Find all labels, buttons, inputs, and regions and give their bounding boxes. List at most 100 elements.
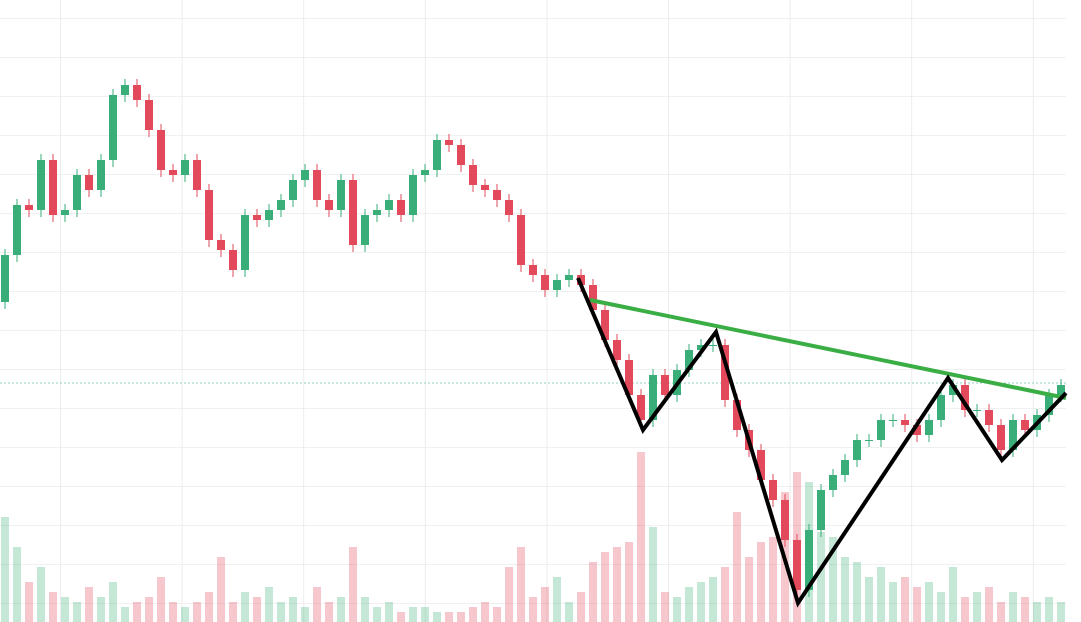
volume-bar <box>913 587 921 622</box>
candle-body <box>517 215 525 265</box>
volume-bar <box>745 557 753 622</box>
candle-body <box>481 185 489 190</box>
volume-bar <box>577 592 585 622</box>
volume-bar <box>97 597 105 622</box>
volume-bar <box>733 512 741 622</box>
volume-layer <box>1 452 1065 622</box>
volume-bar <box>181 607 189 622</box>
candle-body <box>241 215 249 270</box>
volume-bar <box>529 597 537 622</box>
candle-body <box>85 175 93 190</box>
pattern-zigzag <box>576 277 1068 608</box>
volume-bar <box>289 597 297 622</box>
volume-bar <box>217 557 225 622</box>
volume-bar <box>1033 602 1041 622</box>
candle-body <box>409 175 417 215</box>
volume-bar <box>901 577 909 622</box>
candle-body <box>841 460 849 475</box>
candle-body <box>877 420 885 440</box>
volume-bar <box>865 577 873 622</box>
candle-body <box>1045 395 1053 415</box>
volume-bar <box>1009 592 1017 622</box>
volume-bar <box>445 612 453 622</box>
volume-bar <box>649 527 657 622</box>
volume-bar <box>385 602 393 622</box>
volume-bar <box>853 562 861 622</box>
candle-body <box>505 200 513 215</box>
candle-body <box>205 190 213 240</box>
candle-body <box>1009 420 1017 450</box>
candle-body <box>313 170 321 200</box>
volume-bar <box>841 557 849 622</box>
candle-body <box>385 200 393 210</box>
volume-bar <box>541 587 549 622</box>
volume-bar <box>109 582 117 622</box>
candle-body <box>937 395 945 420</box>
volume-bar <box>937 592 945 622</box>
candle-body <box>733 400 741 430</box>
candle-body <box>469 165 477 185</box>
candle-body <box>97 160 105 190</box>
volume-bar <box>1 517 9 622</box>
volume-bar <box>517 547 525 622</box>
volume-bar <box>37 567 45 622</box>
volume-bar <box>61 597 69 622</box>
volume-bar <box>889 582 897 622</box>
volume-bar <box>469 607 477 622</box>
volume-bar <box>421 607 429 622</box>
candle-body <box>289 180 297 200</box>
candle-body <box>913 425 921 435</box>
volume-bar <box>1045 597 1053 622</box>
volume-bar <box>253 597 261 622</box>
volume-bar <box>169 602 177 622</box>
volume-bar <box>361 597 369 622</box>
candle-body <box>721 345 729 400</box>
volume-bar <box>505 567 513 622</box>
candle-body <box>61 210 69 215</box>
candle-body <box>541 275 549 290</box>
candle-body <box>865 440 873 441</box>
candle-body <box>13 205 21 255</box>
volume-bar <box>949 567 957 622</box>
volume-bar <box>241 592 249 622</box>
volume-bar <box>337 597 345 622</box>
volume-bar <box>673 597 681 622</box>
volume-bar <box>661 592 669 622</box>
volume-bar <box>697 582 705 622</box>
candle-body <box>1 255 9 302</box>
volume-bar <box>133 602 141 622</box>
volume-bar <box>1021 597 1029 622</box>
candle-body <box>805 530 813 590</box>
candle-body <box>217 240 225 250</box>
candle-body <box>1057 385 1065 395</box>
candle-body <box>637 395 645 420</box>
candle-body <box>757 450 765 480</box>
volume-bar <box>757 542 765 622</box>
candle-body <box>109 95 117 160</box>
trend-line <box>589 298 1067 400</box>
candle-body <box>973 410 981 411</box>
candle-body <box>769 480 777 500</box>
volume-bar <box>325 602 333 622</box>
volume-bar <box>433 612 441 622</box>
candle-body <box>961 385 969 410</box>
candle-body <box>301 170 309 180</box>
candle-body <box>229 250 237 270</box>
volume-bar <box>985 587 993 622</box>
candle-body <box>73 175 81 210</box>
candle-body <box>589 285 597 310</box>
candle-body <box>445 140 453 145</box>
candle-body <box>781 500 789 540</box>
volume-bar <box>397 612 405 622</box>
candle-body <box>697 345 705 350</box>
candle-body <box>157 130 165 170</box>
volume-bar <box>265 587 273 622</box>
volume-bar <box>409 607 417 622</box>
candle-body <box>421 170 429 175</box>
candle-body <box>529 265 537 275</box>
volume-bar <box>817 532 825 622</box>
candle-body <box>253 215 261 220</box>
candle-body <box>817 490 825 530</box>
